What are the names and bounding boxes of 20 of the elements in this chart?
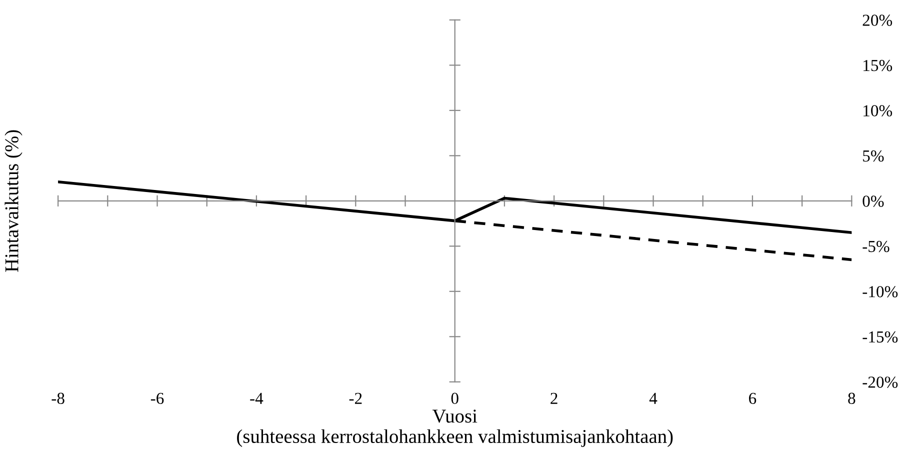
y-tick-label: -5% bbox=[862, 240, 890, 252]
x-tick-label: -4 bbox=[250, 392, 264, 404]
x-axis-title: Vuosi (suhteessa kerrostalohankkeen valmistumisajankohtaan) bbox=[237, 410, 673, 447]
x-tick-label: -2 bbox=[349, 392, 362, 404]
x-tick-label: 0 bbox=[451, 392, 458, 404]
x-tick-label: 2 bbox=[550, 392, 558, 404]
y-tick-label: 5% bbox=[863, 150, 884, 162]
x-tick-label: -6 bbox=[150, 392, 164, 404]
x-tick-label: 4 bbox=[649, 392, 658, 404]
x-tick-label: 6 bbox=[749, 392, 756, 404]
y-tick-label: 10% bbox=[864, 105, 892, 116]
y-tick-label: -15% bbox=[862, 331, 898, 343]
y-tick-label: -20% bbox=[862, 376, 898, 388]
y-tick-label: 0% bbox=[862, 196, 884, 207]
y-tick-label: -10% bbox=[862, 286, 898, 298]
y-axis-title: Hintavaikutus (%) bbox=[4, 130, 22, 272]
x-tick-label: 8 bbox=[848, 392, 856, 404]
y-tick-label: 20% bbox=[862, 14, 892, 26]
x-tick-label: -8 bbox=[52, 392, 64, 404]
y-tick-label: 15% bbox=[864, 60, 892, 72]
